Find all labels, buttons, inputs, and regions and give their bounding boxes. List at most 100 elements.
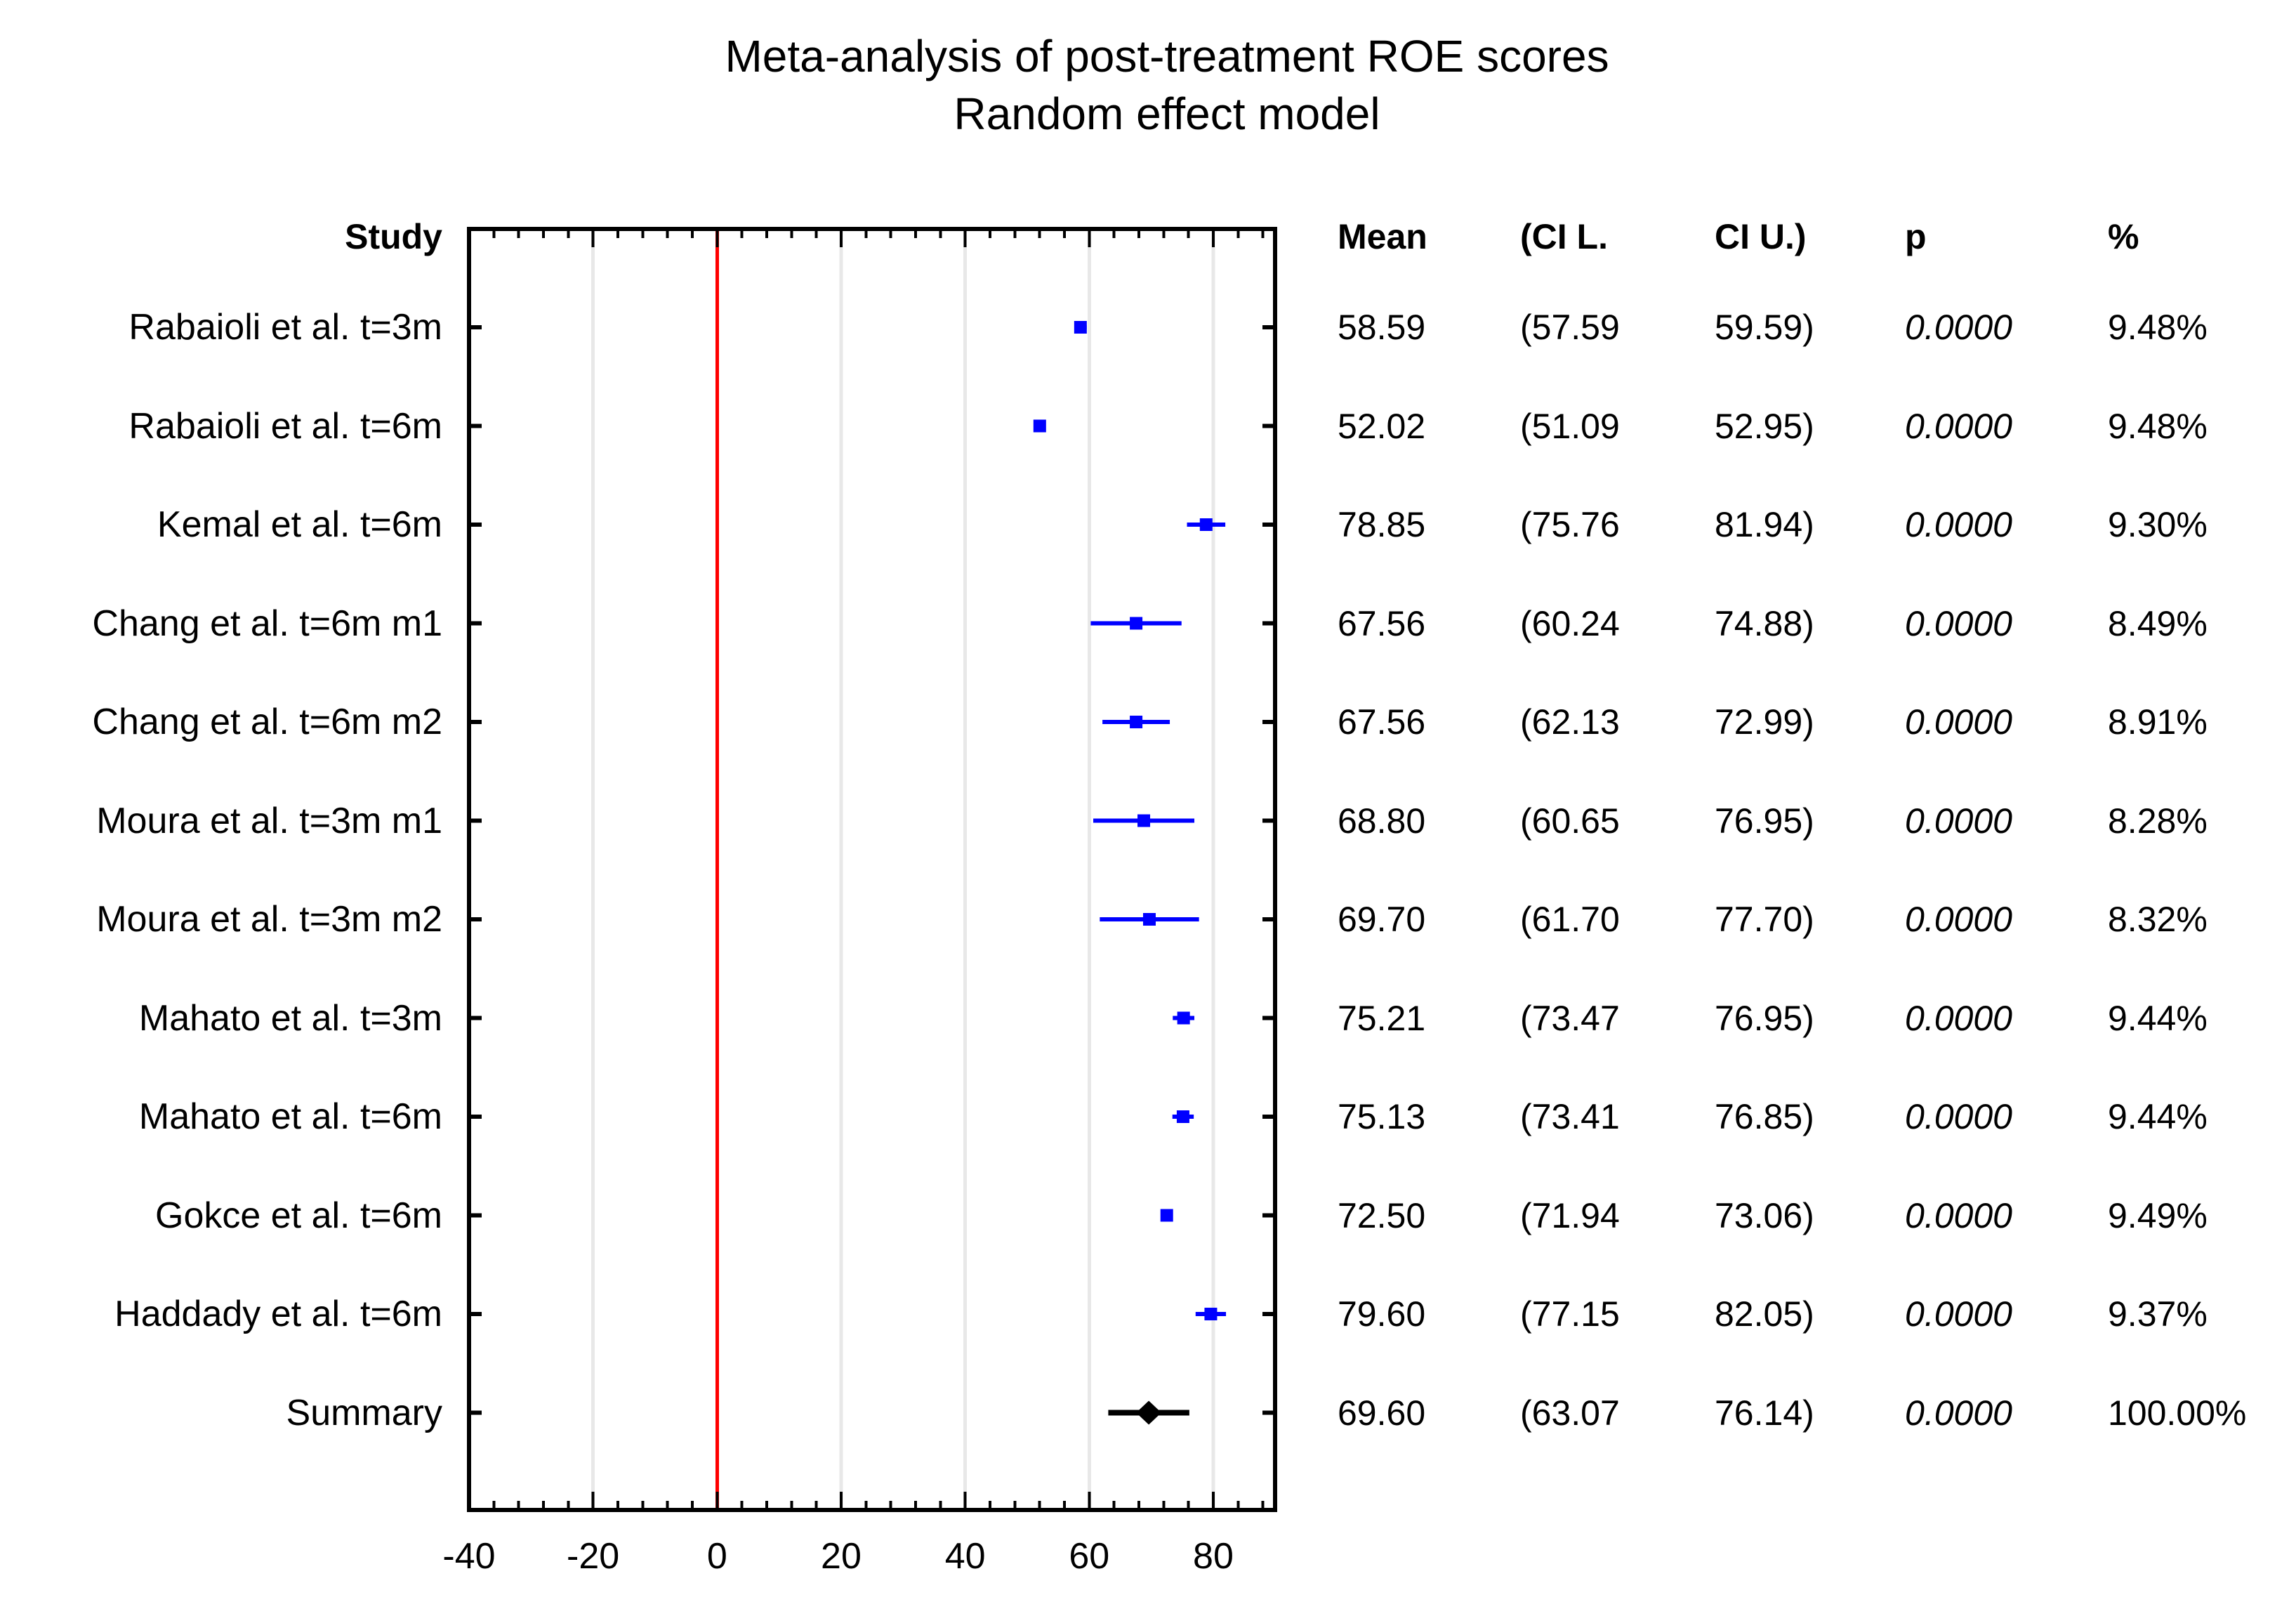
chart-title: Meta-analysis of post-treatment ROE scor… — [725, 31, 1609, 81]
mean-marker — [1204, 1308, 1218, 1320]
p-value: 0.0000 — [1905, 1195, 2012, 1235]
mean-marker — [1033, 419, 1046, 433]
ci-lower-value: (57.59 — [1520, 308, 1620, 347]
ci-lower-value: (63.07 — [1520, 1393, 1620, 1433]
x-axis-label: -20 — [567, 1536, 620, 1577]
study-label: Kemal et al. t=6m — [157, 504, 442, 545]
ci-upper-value: 76.14) — [1715, 1393, 1814, 1433]
weight-value: 8.91% — [2108, 702, 2208, 742]
weight-value: 9.44% — [2108, 998, 2208, 1038]
mean-value: 67.56 — [1338, 603, 1426, 643]
ci-upper-value: 77.70) — [1715, 900, 1814, 939]
p-value: 0.0000 — [1905, 1097, 2012, 1136]
mean-marker — [1130, 617, 1143, 630]
study-label: Moura et al. t=3m m1 — [96, 800, 442, 841]
mean-marker — [1176, 1110, 1189, 1123]
mean-marker — [1130, 716, 1143, 728]
mean-value: 75.21 — [1338, 998, 1426, 1038]
ci-lower-value: (73.47 — [1520, 998, 1620, 1038]
column-header-p: p — [1905, 217, 1927, 256]
x-axis-label: 40 — [944, 1536, 986, 1577]
study-label: Summary — [286, 1392, 442, 1433]
x-axis-label: 0 — [706, 1536, 727, 1577]
ci-lower-value: (75.76 — [1520, 505, 1620, 544]
ci-upper-value: 72.99) — [1715, 702, 1814, 742]
column-header-study: Study — [345, 217, 442, 256]
mean-value: 69.60 — [1338, 1393, 1426, 1433]
x-axis-label: 20 — [821, 1536, 862, 1577]
weight-value: 8.28% — [2108, 801, 2208, 841]
study-label: Gokce et al. t=6m — [155, 1195, 442, 1236]
weight-value: 8.49% — [2108, 603, 2208, 643]
weight-value: 9.48% — [2108, 308, 2208, 347]
p-value: 0.0000 — [1905, 998, 2012, 1038]
mean-value: 72.50 — [1338, 1195, 1426, 1235]
p-value: 0.0000 — [1905, 1294, 2012, 1334]
mean-marker — [1199, 518, 1213, 531]
column-header-ci-upper: CI U.) — [1715, 217, 1807, 256]
ci-upper-value: 76.95) — [1715, 801, 1814, 841]
ci-upper-value: 73.06) — [1715, 1195, 1814, 1235]
ci-upper-value: 52.95) — [1715, 406, 1814, 446]
mean-marker — [1074, 321, 1087, 334]
ci-lower-value: (71.94 — [1520, 1195, 1620, 1235]
column-header-ci-lower: (CI L. — [1520, 217, 1608, 256]
mean-value: 52.02 — [1338, 406, 1426, 446]
ci-lower-value: (51.09 — [1520, 406, 1620, 446]
mean-value: 67.56 — [1338, 702, 1426, 742]
study-label: Moura et al. t=3m m2 — [96, 899, 442, 940]
x-axis-label: -40 — [442, 1536, 496, 1577]
chart-subtitle: Random effect model — [954, 88, 1380, 139]
ci-upper-value: 76.95) — [1715, 998, 1814, 1038]
study-label: Mahato et al. t=3m — [138, 997, 442, 1039]
study-label: Haddady et al. t=6m — [114, 1294, 442, 1334]
mean-value: 58.59 — [1338, 308, 1426, 347]
weight-value: 9.37% — [2108, 1294, 2208, 1334]
mean-value: 69.70 — [1338, 900, 1426, 939]
p-value: 0.0000 — [1905, 406, 2012, 446]
ci-lower-value: (61.70 — [1520, 900, 1620, 939]
mean-marker — [1142, 913, 1156, 926]
study-label: Chang et al. t=6m m2 — [92, 702, 442, 742]
ci-upper-value: 76.85) — [1715, 1097, 1814, 1136]
weight-value: 9.49% — [2108, 1195, 2208, 1235]
ci-lower-value: (62.13 — [1520, 702, 1620, 742]
ci-lower-value: (60.65 — [1520, 801, 1620, 841]
mean-value: 68.80 — [1338, 801, 1426, 841]
weight-value: 9.30% — [2108, 505, 2208, 544]
study-label: Rabaioli et al. t=6m — [128, 405, 442, 447]
weight-value: 9.44% — [2108, 1097, 2208, 1136]
ci-upper-value: 82.05) — [1715, 1294, 1814, 1334]
study-label: Mahato et al. t=6m — [138, 1096, 442, 1137]
mean-value: 75.13 — [1338, 1097, 1426, 1136]
mean-marker — [1177, 1011, 1190, 1025]
mean-value: 79.60 — [1338, 1294, 1426, 1334]
column-header-mean: Mean — [1338, 217, 1427, 256]
ci-upper-value: 74.88) — [1715, 603, 1814, 643]
ci-upper-value: 81.94) — [1715, 505, 1814, 544]
p-value: 0.0000 — [1905, 308, 2012, 347]
p-value: 0.0000 — [1905, 801, 2012, 841]
mean-marker — [1137, 814, 1151, 827]
p-value: 0.0000 — [1905, 1393, 2012, 1433]
study-label: Rabaioli et al. t=3m — [128, 307, 442, 348]
p-value: 0.0000 — [1905, 505, 2012, 544]
mean-value: 78.85 — [1338, 505, 1426, 544]
ci-upper-value: 59.59) — [1715, 308, 1814, 347]
column-header-weight: % — [2108, 217, 2139, 256]
weight-value: 8.32% — [2108, 900, 2208, 939]
study-label: Chang et al. t=6m m1 — [92, 603, 442, 644]
weight-value: 9.48% — [2108, 406, 2208, 446]
mean-marker — [1160, 1209, 1173, 1222]
p-value: 0.0000 — [1905, 603, 2012, 643]
x-axis-label: 80 — [1193, 1536, 1234, 1577]
weight-value: 100.00% — [2108, 1393, 2247, 1433]
summary-diamond — [1136, 1400, 1162, 1425]
p-value: 0.0000 — [1905, 900, 2012, 939]
x-axis-label: 60 — [1069, 1536, 1110, 1577]
ci-lower-value: (60.24 — [1520, 603, 1620, 643]
ci-lower-value: (73.41 — [1520, 1097, 1620, 1136]
plot-box — [467, 227, 1277, 1512]
